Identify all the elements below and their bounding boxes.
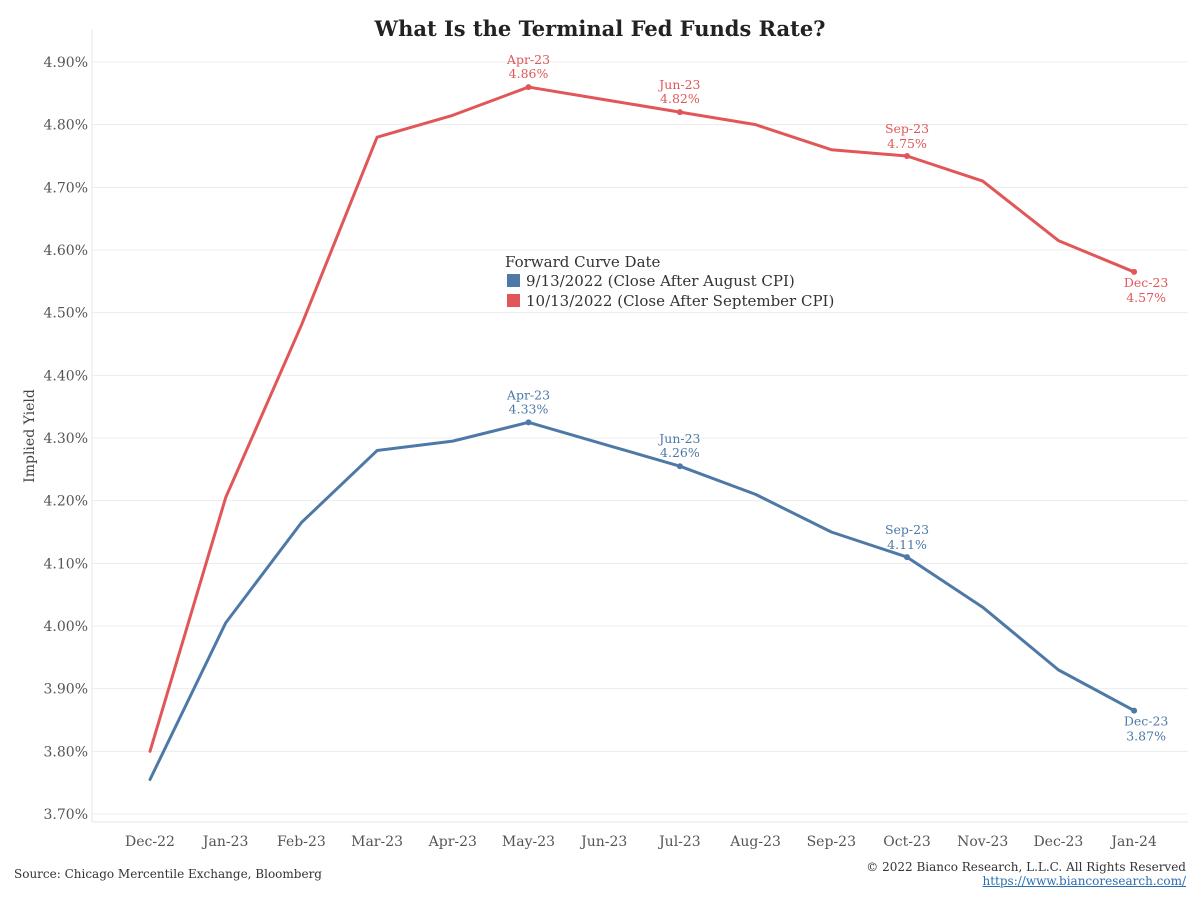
- x-tick-label: Mar-23: [351, 834, 403, 850]
- series-line-2: [148, 85, 1136, 753]
- y-tick-label: 4.20%: [44, 494, 88, 510]
- data-label-date: Dec-23: [1124, 275, 1169, 290]
- source-note: Source: Chicago Mercentile Exchange, Blo…: [14, 867, 322, 881]
- data-label-value: 4.75%: [887, 136, 927, 151]
- y-tick-label: 4.10%: [44, 556, 88, 572]
- data-label-date: Apr-23: [506, 387, 550, 402]
- data-label-value: 4.11%: [887, 537, 927, 552]
- data-label-date: Sep-23: [885, 121, 929, 136]
- y-tick-label: 3.90%: [44, 682, 88, 698]
- y-axis-ticks: 3.70% 3.80% 3.90% 4.00% 4.10% 4.20% 4.30% 4.40%…: [44, 55, 88, 823]
- data-point-marker: [1131, 707, 1138, 714]
- data-label-date: Apr-23: [506, 52, 550, 67]
- x-tick-label: Oct-23: [883, 834, 931, 850]
- y-tick-label: 4.00%: [44, 619, 88, 635]
- data-label-date: Dec-23: [1124, 714, 1169, 729]
- x-tick-label: Aug-23: [729, 834, 781, 850]
- data-point-marker: [904, 554, 910, 561]
- x-tick-label: Feb-23: [277, 834, 326, 850]
- copyright-block: © 2022 Bianco Research, L.L.C. All Right…: [866, 860, 1186, 888]
- copyright-text: © 2022 Bianco Research, L.L.C. All Right…: [866, 860, 1186, 874]
- data-label-value: 4.33%: [509, 401, 549, 416]
- x-axis-ticks: Dec-22 Jan-23 Feb-23 Mar-23 Apr-23 May-23 Jun-…: [125, 834, 1157, 850]
- data-point-marker: [676, 109, 683, 116]
- data-label-value: 4.82%: [660, 91, 700, 106]
- gridlines: [91, 30, 1188, 823]
- legend-label-series-1: 9/13/2022 (Close After August CPI): [526, 272, 795, 290]
- data-label-value: 4.26%: [660, 445, 700, 460]
- data-label-date: Sep-23: [885, 522, 929, 537]
- data-point-marker: [676, 463, 683, 470]
- legend: Forward Curve Date 9/13/2022 (Close Afte…: [505, 253, 834, 310]
- y-tick-label: 3.70%: [44, 807, 88, 823]
- x-tick-label: Jan-24: [1109, 834, 1157, 850]
- data-point-marker: [525, 84, 532, 91]
- y-tick-label: 4.50%: [44, 306, 88, 322]
- legend-swatch-series-2: [507, 294, 520, 307]
- legend-title: Forward Curve Date: [505, 253, 661, 271]
- x-tick-label: Jan-23: [201, 834, 249, 850]
- data-label-value: 4.86%: [509, 66, 549, 81]
- data-label-value: 3.87%: [1126, 729, 1166, 744]
- x-tick-label: Nov-23: [957, 834, 1008, 850]
- y-tick-label: 4.30%: [44, 431, 88, 447]
- series-lines: Apr-234.33%Jun-234.26%Sep-234.11%Dec-233…: [148, 52, 1169, 782]
- chart-title: What Is the Terminal Fed Funds Rate?: [374, 16, 826, 41]
- y-tick-label: 4.60%: [44, 243, 88, 259]
- legend-label-series-2: 10/13/2022 (Close After September CPI): [526, 292, 834, 310]
- y-axis-label: Implied Yield: [22, 389, 38, 483]
- y-tick-label: 4.40%: [44, 368, 88, 384]
- x-tick-label: Apr-23: [428, 834, 477, 850]
- y-tick-label: 4.90%: [44, 55, 88, 71]
- data-point-marker: [525, 419, 532, 426]
- website-link[interactable]: https://www.biancoresearch.com/: [982, 874, 1186, 888]
- data-point-marker: [1131, 268, 1138, 275]
- x-tick-label: Dec-23: [1033, 834, 1083, 850]
- y-tick-label: 4.80%: [44, 118, 88, 134]
- data-point-marker: [904, 153, 910, 159]
- y-tick-label: 3.80%: [44, 744, 88, 760]
- legend-swatch-series-1: [507, 274, 520, 287]
- data-label-value: 4.57%: [1126, 290, 1166, 305]
- data-label-date: Jun-23: [657, 431, 700, 446]
- y-tick-label: 4.70%: [44, 180, 88, 196]
- x-tick-label: May-23: [502, 834, 555, 850]
- x-tick-label: Sep-23: [807, 834, 856, 850]
- series-line-1: [148, 420, 1136, 782]
- x-tick-label: Dec-22: [125, 834, 175, 850]
- data-label-date: Jun-23: [657, 77, 700, 92]
- x-tick-label: Jul-23: [657, 834, 701, 850]
- x-tick-label: Jun-23: [579, 834, 627, 850]
